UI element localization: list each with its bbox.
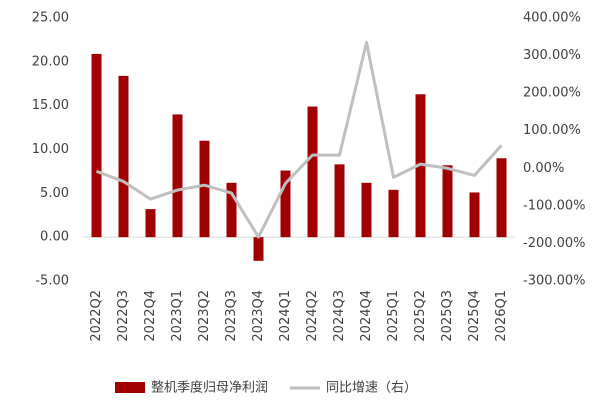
bar [442, 165, 453, 238]
x-tick-label: 2023Q3 [224, 290, 239, 342]
y2-tick-label: 200.00% [523, 86, 581, 101]
bar [118, 75, 129, 238]
legend-swatch [115, 382, 145, 393]
y2-tick-label: 400.00% [523, 11, 581, 26]
y-tick-label: 25.00 [32, 11, 69, 26]
bar [145, 209, 156, 238]
bar [334, 164, 345, 238]
x-tick-label: 2023Q2 [197, 290, 212, 342]
y2-tick-label: -300.00% [523, 274, 586, 289]
x-tick-label: 2022Q2 [89, 290, 104, 342]
line [95, 40, 503, 239]
x-tick-label: 2025Q1 [386, 290, 401, 342]
x-tick-label: 2022Q3 [116, 290, 131, 342]
x-tick-label: 2023Q1 [170, 290, 185, 342]
bar [388, 189, 399, 238]
bar [361, 182, 372, 238]
x-tick-label: 2025Q3 [440, 290, 455, 342]
y-tick-label: 10.00 [32, 142, 69, 157]
x-tick-label: 2025Q2 [413, 290, 428, 342]
bar [91, 53, 102, 238]
x-tick-label: 2023Q4 [251, 290, 266, 342]
y-tick-label: 15.00 [32, 98, 69, 113]
y2-tick-label: -100.00% [523, 198, 586, 213]
bar [199, 140, 210, 238]
y-tick-label: -5.00 [35, 274, 69, 289]
bar [253, 237, 264, 261]
y-tick-label: 0.00 [40, 230, 69, 245]
y-tick-label: 5.00 [40, 186, 69, 201]
bar [280, 170, 291, 238]
x-tick-label: 2024Q3 [332, 290, 347, 342]
bar [226, 182, 237, 238]
bar [496, 158, 507, 238]
y-tick-label: 20.00 [32, 54, 69, 69]
x-tick-label: 2024Q4 [359, 290, 374, 342]
legend-label: 同比增速（右） [326, 381, 417, 396]
x-tick-label: 2026Q1 [494, 290, 509, 342]
bar [469, 192, 480, 238]
x-tick-label: 2025Q4 [467, 290, 482, 342]
x-tick-label: 2024Q2 [305, 290, 320, 342]
y2-tick-label: 0.00% [523, 161, 564, 176]
y2-tick-label: -200.00% [523, 236, 586, 251]
x-tick-label: 2024Q1 [278, 290, 293, 342]
y2-tick-label: 300.00% [523, 48, 581, 63]
legend-label: 整机季度归母净利润 [151, 380, 268, 396]
bar [307, 106, 318, 238]
bar [172, 114, 183, 238]
y2-tick-label: 100.00% [523, 123, 581, 138]
x-tick-label: 2022Q4 [143, 290, 158, 342]
